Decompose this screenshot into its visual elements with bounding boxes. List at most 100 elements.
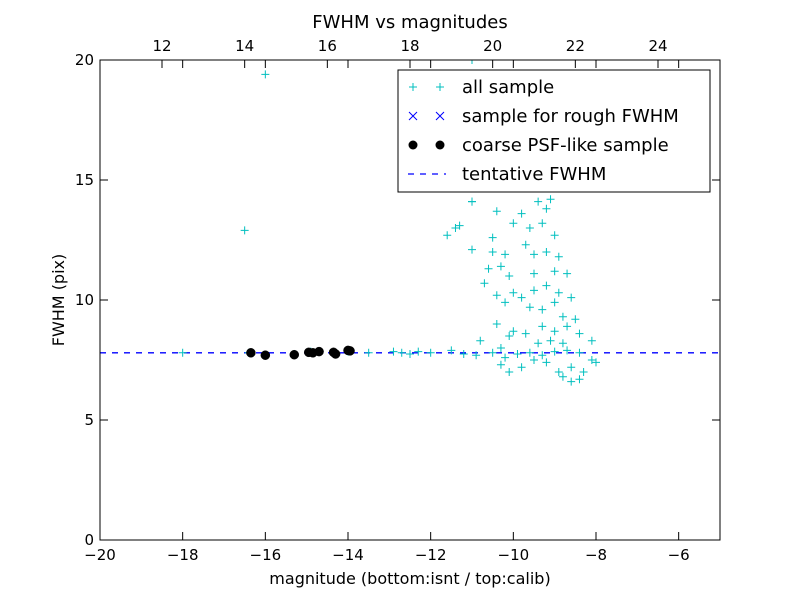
x-tick-label: −14 [332, 546, 364, 564]
y-tick-label: 15 [75, 171, 94, 189]
all-sample-point [525, 348, 534, 357]
all-sample-point [567, 363, 576, 372]
all-sample-point [443, 231, 452, 240]
all-sample-point [496, 344, 505, 352]
all-sample-point [567, 293, 576, 302]
all-sample-point [530, 286, 538, 295]
psf-like-point [314, 346, 324, 357]
legend-label: all sample [462, 77, 554, 98]
all-sample-point [530, 356, 538, 364]
top-x-tick-label: 18 [400, 37, 419, 55]
legend-box [397, 69, 711, 193]
all-sample-point [505, 332, 514, 340]
legend-marker-plus [409, 83, 417, 91]
legend: all sample sample for rough FWHM coarse PS… [397, 69, 711, 193]
y-tick-label: 10 [75, 291, 94, 309]
all-sample-point [501, 298, 510, 307]
all-sample-point [558, 372, 567, 381]
all-sample-point [530, 250, 538, 259]
legend-marker-x [435, 111, 445, 121]
all-sample-point [575, 329, 584, 338]
all-sample-point [509, 288, 518, 297]
all-sample-point [550, 327, 559, 336]
all-sample-point [587, 356, 596, 364]
psf-like-point [345, 346, 355, 356]
legend-marker-plus [436, 83, 444, 91]
all-sample-point [534, 197, 543, 206]
top-x-tick-label: 12 [152, 37, 171, 55]
all-sample-point [496, 360, 505, 369]
all-sample-point [542, 358, 551, 367]
all-sample-point [476, 336, 485, 345]
all-sample-point [488, 348, 497, 357]
all-sample-point [521, 329, 530, 338]
all-sample-point [484, 264, 493, 273]
x-axis-label: magnitude (bottom:isnt / top:calib) [269, 569, 550, 588]
all-sample-point [406, 350, 414, 358]
all-sample-point [509, 219, 518, 228]
top-x-tick-label: 22 [566, 37, 585, 55]
all-sample-point [542, 204, 551, 213]
all-sample-point [563, 346, 572, 355]
plot-area [100, 60, 720, 386]
all-sample-point [505, 368, 514, 376]
x-tick-label: −6 [668, 546, 690, 564]
legend-marker-x [408, 111, 418, 121]
all-sample-point [517, 209, 526, 218]
all-sample-point [592, 358, 600, 367]
all-sample-point [505, 272, 514, 280]
all-sample-point [426, 348, 435, 357]
psf-like-point [330, 349, 341, 359]
all-sample-point [538, 322, 547, 331]
all-sample-point [538, 351, 547, 360]
psf-like-point [289, 349, 300, 360]
y-axis-label: FWHM (pix) [49, 254, 68, 347]
y-tick-label: 20 [75, 51, 94, 69]
all-sample-point [587, 336, 596, 345]
all-sample-point [501, 250, 510, 259]
all-sample-point [538, 219, 547, 228]
all-sample-point [575, 348, 584, 357]
all-sample-point [542, 281, 551, 290]
all-sample-point [451, 224, 460, 232]
all-sample-point [389, 347, 398, 356]
all-sample-point [492, 207, 501, 216]
all-sample-point [240, 226, 249, 235]
all-sample-point [468, 245, 476, 254]
x-tick-label: −12 [415, 546, 447, 564]
all-sample-point [468, 60, 476, 64]
all-sample-point [513, 350, 522, 358]
all-sample-point [501, 353, 510, 362]
all-sample-point [550, 231, 559, 240]
all-sample-point [517, 293, 526, 302]
legend-marker-circle [435, 140, 445, 150]
all-sample-point [447, 346, 456, 355]
all-sample-point [492, 320, 501, 328]
all-sample-point [550, 267, 559, 276]
psf-like-point [260, 350, 271, 360]
all-sample-point [488, 233, 497, 242]
all-sample-point [261, 70, 270, 79]
all-sample-point [492, 291, 501, 300]
all-sample-point [563, 322, 572, 331]
all-sample-point [530, 269, 538, 278]
top-x-tick-label: 24 [648, 37, 667, 55]
legend-label: tentative FWHM [462, 164, 606, 185]
all-sample-point [397, 348, 406, 357]
legend-label: coarse PSF-like sample [462, 135, 669, 156]
all-sample-point [480, 279, 489, 288]
y-tick-label: 0 [84, 531, 94, 549]
all-sample-point [538, 305, 547, 314]
all-sample-point [554, 368, 563, 376]
x-tick-label: −8 [585, 546, 607, 564]
all-sample-point [558, 312, 567, 321]
all-sample-point [517, 363, 526, 372]
x-tick-label: −18 [167, 546, 199, 564]
x-tick-label: −16 [250, 546, 282, 564]
all-sample-point [488, 248, 497, 256]
all-sample-point [571, 315, 580, 324]
all-sample-point [567, 377, 576, 386]
all-sample-point [550, 298, 559, 307]
all-sample-point [496, 262, 505, 271]
